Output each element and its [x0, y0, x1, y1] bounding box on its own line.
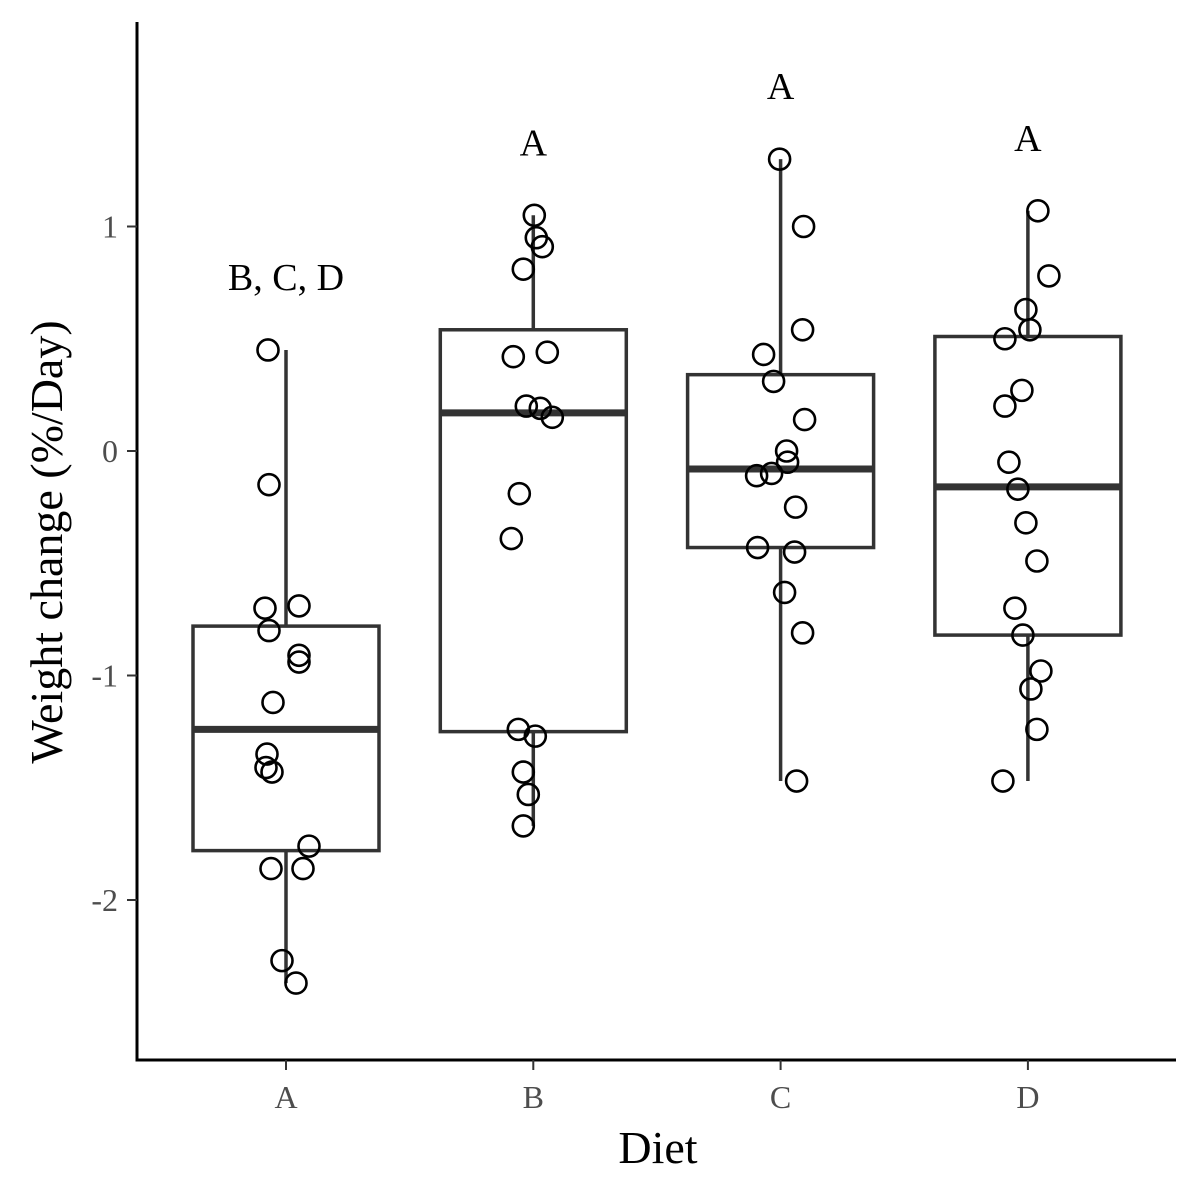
data-point [1014, 297, 1038, 322]
data-point [745, 535, 770, 560]
data-point [530, 234, 555, 259]
x-tick-label: C [770, 1079, 791, 1115]
data-point [1037, 264, 1061, 288]
data-point [1006, 477, 1030, 501]
data-point [270, 948, 294, 973]
significance-label: A [1014, 118, 1042, 160]
data-point [759, 461, 784, 486]
data-point [1011, 623, 1035, 647]
data-point [782, 540, 807, 564]
data-point [511, 814, 536, 838]
data-point [993, 394, 1017, 418]
data-point [287, 643, 311, 668]
data-point [751, 342, 776, 367]
data-point [254, 755, 278, 780]
y-tick-label: -2 [91, 882, 118, 918]
significance-label: A [520, 122, 548, 164]
data-point [287, 650, 311, 674]
box-iqr [191, 624, 381, 853]
data-point [1010, 378, 1034, 403]
data-point [774, 439, 799, 463]
y-axis-ticks: -2 -1 0 1 [91, 209, 137, 918]
data-point [501, 344, 526, 369]
significance-label: B, C, D [228, 257, 344, 299]
data-point [540, 405, 565, 430]
data-point [528, 396, 553, 421]
x-tick-label: A [274, 1079, 297, 1115]
data-point [499, 526, 524, 551]
data-point [783, 495, 808, 519]
data-point [507, 481, 532, 506]
data-point [784, 769, 809, 793]
data-point [511, 257, 536, 281]
data-point [1003, 596, 1027, 620]
data-point [287, 594, 311, 618]
box-iqr [438, 328, 629, 734]
y-tick-label: 0 [102, 433, 118, 469]
x-tick-label: D [1016, 1079, 1039, 1115]
data-point [257, 472, 281, 497]
group-a: B, C, D [191, 257, 381, 995]
data-point [997, 450, 1021, 475]
data-point [1019, 677, 1043, 701]
data-point [1018, 317, 1042, 342]
data-point [767, 147, 792, 171]
significance-label: A [767, 66, 795, 108]
data-point [1025, 549, 1049, 573]
data-point [744, 463, 769, 488]
data-point [514, 394, 539, 418]
data-point [297, 834, 321, 858]
x-axis-title: Diet [618, 1122, 697, 1173]
data-point [535, 340, 560, 365]
data-point [523, 724, 548, 748]
data-point [284, 971, 308, 995]
data-point [791, 214, 816, 239]
data-point [522, 203, 547, 228]
y-tick-label: 1 [102, 209, 118, 245]
data-point [516, 782, 541, 807]
data-point [1025, 717, 1049, 742]
data-point [511, 760, 536, 784]
data-point [772, 580, 797, 605]
data-point [253, 596, 277, 620]
data-point [261, 690, 285, 715]
data-point [256, 338, 280, 362]
y-axis-title: Weight change (%/Day) [21, 320, 72, 763]
data-point [259, 856, 283, 881]
data-point [1026, 198, 1050, 223]
data-point [792, 407, 817, 432]
group-d: A [933, 118, 1123, 793]
group-b: A [438, 122, 629, 838]
data-point [993, 326, 1017, 351]
x-tick-label: B [523, 1079, 544, 1115]
x-axis-ticks: A B C D [274, 1060, 1039, 1115]
data-point [761, 369, 786, 394]
data-point [260, 760, 284, 784]
data-point [790, 621, 815, 645]
data-point [1029, 659, 1053, 683]
plot-area: B, C, D A A A [191, 66, 1123, 995]
data-point [790, 317, 815, 342]
data-point [291, 856, 315, 881]
data-point [255, 742, 279, 766]
data-point [775, 450, 800, 475]
group-c: A [685, 66, 876, 793]
data-point [257, 618, 281, 643]
y-tick-label: -1 [91, 658, 118, 694]
data-point [1014, 511, 1038, 535]
data-point [991, 769, 1015, 793]
